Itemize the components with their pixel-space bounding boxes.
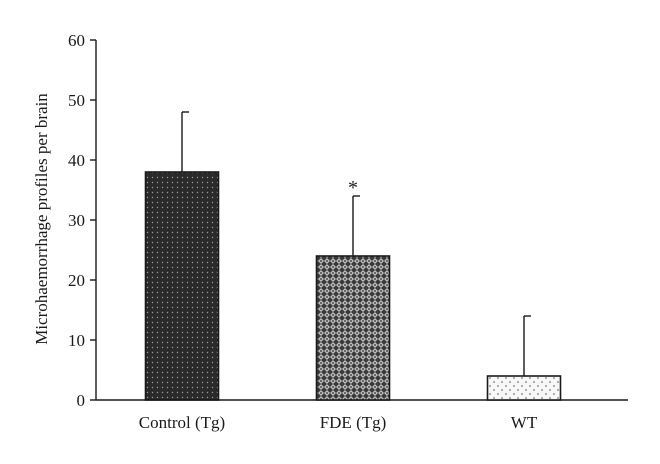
y-tick-label: 60	[68, 31, 85, 50]
bars	[144, 171, 562, 401]
bar-fde-tg	[315, 255, 391, 401]
y-tick-label: 10	[68, 331, 85, 350]
y-tick-label: 20	[68, 271, 85, 290]
y-tick-label: 40	[68, 151, 85, 170]
x-category-label: Control (Tg)	[139, 413, 225, 432]
y-tick-label: 30	[68, 211, 85, 230]
significance-marker: *	[348, 177, 358, 199]
y-tick-label: 50	[68, 91, 85, 110]
bar-control-tg	[144, 171, 220, 401]
y-axis-title: Microhaemorrhage profiles per brain	[32, 93, 51, 345]
error-bars: *	[181, 111, 531, 376]
y-tick-label: 0	[77, 391, 86, 410]
x-category-label: FDE (Tg)	[320, 413, 387, 432]
x-axis-category-labels: Control (Tg) FDE (Tg) WT	[139, 413, 538, 432]
y-axis-ticks: 0 10 20 30 40 50 60	[68, 31, 96, 410]
x-category-label: WT	[511, 413, 538, 432]
bar-wt	[486, 375, 562, 401]
